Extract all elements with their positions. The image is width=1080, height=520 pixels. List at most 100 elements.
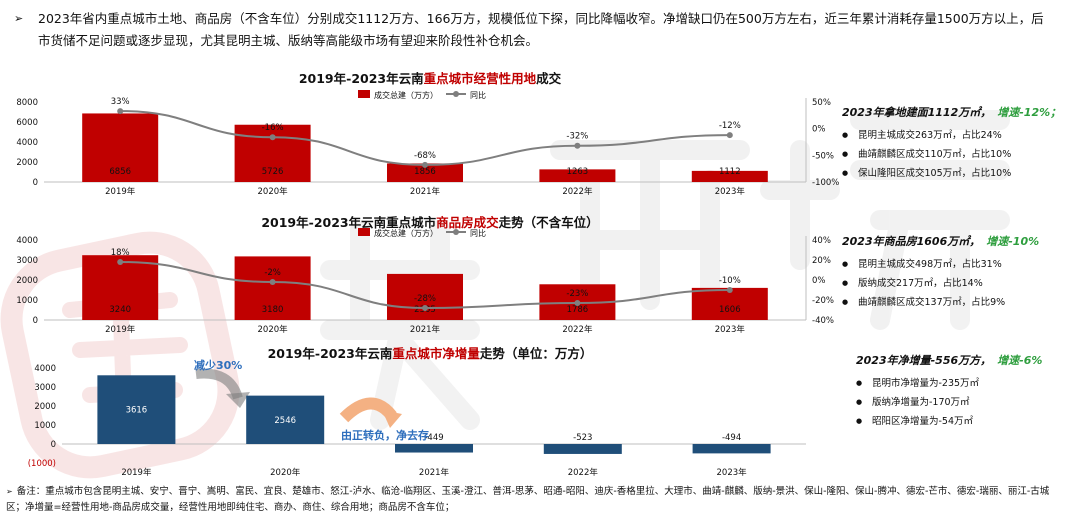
bullet-arrow-icon: ➢ — [6, 487, 13, 496]
legend-label: 成交总建（万方） — [374, 90, 438, 100]
chart3-title-highlight: 重点城市净增量 — [392, 346, 480, 361]
line-point — [574, 142, 581, 149]
y-tick-label: 0 — [33, 316, 38, 326]
y2-tick-label: -100% — [812, 178, 839, 188]
x-tick-label: 2023年 — [715, 186, 746, 197]
y2-tick-label: 0% — [812, 276, 826, 286]
line-value-label: -2% — [264, 268, 281, 278]
y-tick-label: 3000 — [34, 383, 56, 393]
side-item: 昆明市净增量为-235万㎡ — [856, 374, 1080, 393]
bar-value-label: 1786 — [567, 305, 589, 315]
bar — [234, 256, 311, 320]
chart1-title-post: 成交 — [536, 71, 562, 86]
y2-tick-label: -50% — [812, 151, 834, 161]
line-value-label: 18% — [111, 248, 130, 258]
bar — [692, 444, 771, 454]
bar-value-label: 2546 — [274, 416, 296, 426]
line-value-label: -32% — [566, 132, 588, 142]
y2-tick-label: -40% — [812, 316, 834, 326]
y-tick-label: 2000 — [16, 158, 38, 168]
x-tick-label: 2019年 — [105, 186, 136, 197]
x-tick-label: 2021年 — [410, 324, 441, 335]
chart3-title: 2019年-2023年云南重点城市净增量走势（单位：万方） — [0, 343, 860, 362]
y2-tick-label: 0% — [812, 125, 826, 135]
side-growth: 增速-6% — [997, 354, 1043, 367]
bar — [246, 395, 325, 444]
line-point — [269, 279, 276, 285]
y-tick-label: 2000 — [34, 402, 56, 412]
x-tick-label: 2019年 — [105, 324, 136, 335]
chart1-title-pre: 2019年-2023年云南 — [298, 71, 424, 86]
line-value-label: -10% — [719, 276, 741, 286]
legend-label: 同比 — [470, 228, 486, 238]
x-tick-label: 2020年 — [270, 467, 301, 478]
y2-tick-label: -20% — [812, 296, 834, 306]
x-tick-label: 2023年 — [717, 467, 748, 478]
side-item: 版纳成交217万㎡，占比14% — [842, 274, 1072, 293]
line-point — [422, 161, 428, 168]
side-item: 版纳净增量为-170万㎡ — [856, 393, 1080, 412]
bar-value-label: 1263 — [567, 167, 589, 177]
x-tick-label: 2022年 — [562, 186, 593, 197]
line-point — [269, 134, 276, 141]
x-tick-label: 2023年 — [715, 324, 746, 335]
chart1-title-highlight: 重点城市经营性用地 — [423, 71, 537, 86]
y-tick-label: 0 — [51, 440, 56, 450]
bar — [543, 444, 622, 454]
y-tick-label: 1000 — [16, 296, 38, 306]
bar — [97, 375, 176, 444]
chart2-housing: 0100020003000400032402019年31802020年23052… — [16, 228, 834, 335]
bar — [691, 287, 768, 320]
bar-value-label: 1112 — [719, 167, 741, 177]
y-tick-label: (1000) — [28, 459, 56, 469]
x-tick-label: 2021年 — [410, 186, 441, 197]
chart2-title-post: 走势（不含车位） — [498, 215, 599, 230]
x-tick-label: 2021年 — [419, 467, 450, 478]
annotation-decrease: 减少30% — [194, 359, 243, 372]
curved-arrow-head-icon — [226, 392, 250, 408]
y-tick-label: 3000 — [16, 256, 38, 266]
side-item: 曲靖麒麟区成交137万㎡，占比9% — [842, 293, 1072, 312]
x-tick-label: 2022年 — [562, 324, 593, 335]
bullet-arrow-icon: ➢ — [14, 12, 24, 25]
bar — [387, 163, 463, 182]
bar-value-label: 5726 — [262, 167, 284, 177]
chart3-title-post: 走势（单位：万方） — [479, 346, 593, 361]
side-growth: 增速-12%； — [997, 106, 1062, 119]
y-tick-label: 4000 — [16, 236, 38, 246]
y-tick-label: 2000 — [16, 276, 38, 286]
line-point — [726, 132, 733, 139]
side-item: 曲靖麒麟区成交110万㎡，占比10% — [842, 145, 1072, 164]
bar-value-label: -494 — [722, 433, 741, 443]
x-tick-label: 2022年 — [568, 467, 599, 478]
chart2-title-highlight: 商品房成交 — [436, 215, 499, 230]
legend-swatch-point — [453, 229, 459, 235]
bar — [395, 444, 473, 453]
side-item: 保山隆阳区成交105万㎡，占比10% — [842, 164, 1072, 183]
chart2-title: 2019年-2023年云南重点城市商品房成交走势（不含车位） — [0, 212, 860, 231]
legend-swatch-bar — [358, 90, 370, 98]
bar — [691, 170, 768, 182]
y2-tick-label: 20% — [812, 256, 831, 266]
side-panel-housing: 2023年商品房1606万㎡，增速-10% 昆明主城成交498万㎡，占比31% … — [842, 232, 1072, 312]
line-point — [117, 108, 124, 115]
line-point — [726, 287, 733, 293]
x-tick-label: 2019年 — [121, 467, 152, 478]
line-value-label: -23% — [566, 289, 588, 299]
side-panel-net: 2023年净增量-556万方， 增速-6% 昆明市净增量为-235万㎡ 版纳净增量… — [856, 351, 1080, 431]
bar-value-label: 3616 — [126, 406, 148, 416]
side-growth: 增速-10% — [986, 235, 1040, 248]
side-heading: 2023年拿地建面1112万㎡， 增速-12%； — [842, 103, 1072, 122]
side-item: 昭阳区净增量为-54万㎡ — [856, 412, 1080, 431]
bar — [82, 113, 159, 182]
bar — [539, 169, 616, 182]
y-tick-label: 4000 — [34, 364, 56, 374]
line-value-label: -12% — [719, 121, 741, 131]
bar-value-label: 3180 — [262, 305, 284, 315]
summary-text: 2023年省内重点城市土地、商品房（不含车位）分别成交1112万方、166万方，… — [38, 11, 1044, 48]
bar — [82, 255, 159, 320]
chart3-title-pre: 2019年-2023年云南 — [267, 346, 393, 361]
side-item: 昆明主城成交498万㎡，占比31% — [842, 255, 1072, 274]
footnote: ➢ 备注：重点城市包含昆明主城、安宁、晋宁、嵩明、富民、宜良、楚雄市、怒江-泸水、… — [6, 484, 1066, 516]
line-value-label: 33% — [111, 97, 130, 107]
